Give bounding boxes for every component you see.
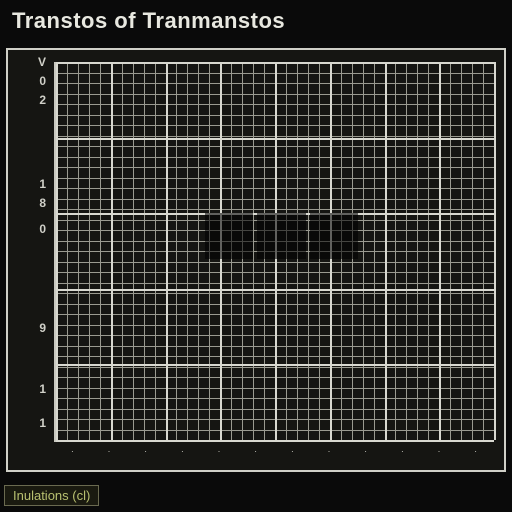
x-tick-label: ·	[364, 446, 367, 456]
y-tick-label: 1	[39, 177, 46, 191]
gridline-v-major	[56, 62, 58, 440]
gridline-h-major	[56, 289, 494, 291]
x-tick-label: ·	[108, 446, 111, 456]
page-title: Transtos of Tranmanstos	[12, 8, 285, 34]
x-tick-label: ·	[254, 446, 257, 456]
data-band	[310, 213, 358, 258]
x-tick-label: ·	[218, 446, 221, 456]
x-tick-label: ·	[438, 446, 441, 456]
footer-label: Inulations (cl)	[4, 485, 99, 506]
x-tick-label: ·	[71, 446, 74, 456]
y-tick-label: 0	[39, 222, 46, 236]
gridline-h-major	[56, 138, 494, 140]
data-band	[205, 213, 253, 258]
y-tick-label: 9	[39, 321, 46, 335]
x-tick-label: ·	[474, 446, 477, 456]
grid	[56, 62, 494, 440]
x-tick-label: ·	[328, 446, 331, 456]
gridline-v-major	[494, 62, 496, 440]
plot-area	[54, 62, 494, 442]
gridline-v-major	[166, 62, 168, 440]
x-axis-labels: · · · · · · · · · · · ·	[54, 446, 494, 466]
x-tick-label: ·	[401, 446, 404, 456]
y-tick-label: V	[38, 55, 46, 69]
y-tick-label: 2	[39, 93, 46, 107]
x-tick-label: ·	[291, 446, 294, 456]
y-tick-label: 0	[39, 74, 46, 88]
plot-frame: V 0 2 1 8 0 9 1 1 · · · · · · · · · · · ·	[6, 48, 506, 472]
gridline-h-major	[56, 364, 494, 366]
y-tick-label: 1	[39, 416, 46, 430]
y-tick-label: 8	[39, 196, 46, 210]
y-axis-labels: V02180911	[8, 62, 52, 442]
x-tick-label: ·	[144, 446, 147, 456]
gridline-v-major	[439, 62, 441, 440]
gridline-v-major	[385, 62, 387, 440]
gridline-h-major	[56, 440, 494, 442]
x-tick-label: ·	[181, 446, 184, 456]
gridline-h-major	[56, 62, 494, 64]
gridline-v-major	[111, 62, 113, 440]
y-tick-label: 1	[39, 382, 46, 396]
data-band	[257, 213, 305, 258]
